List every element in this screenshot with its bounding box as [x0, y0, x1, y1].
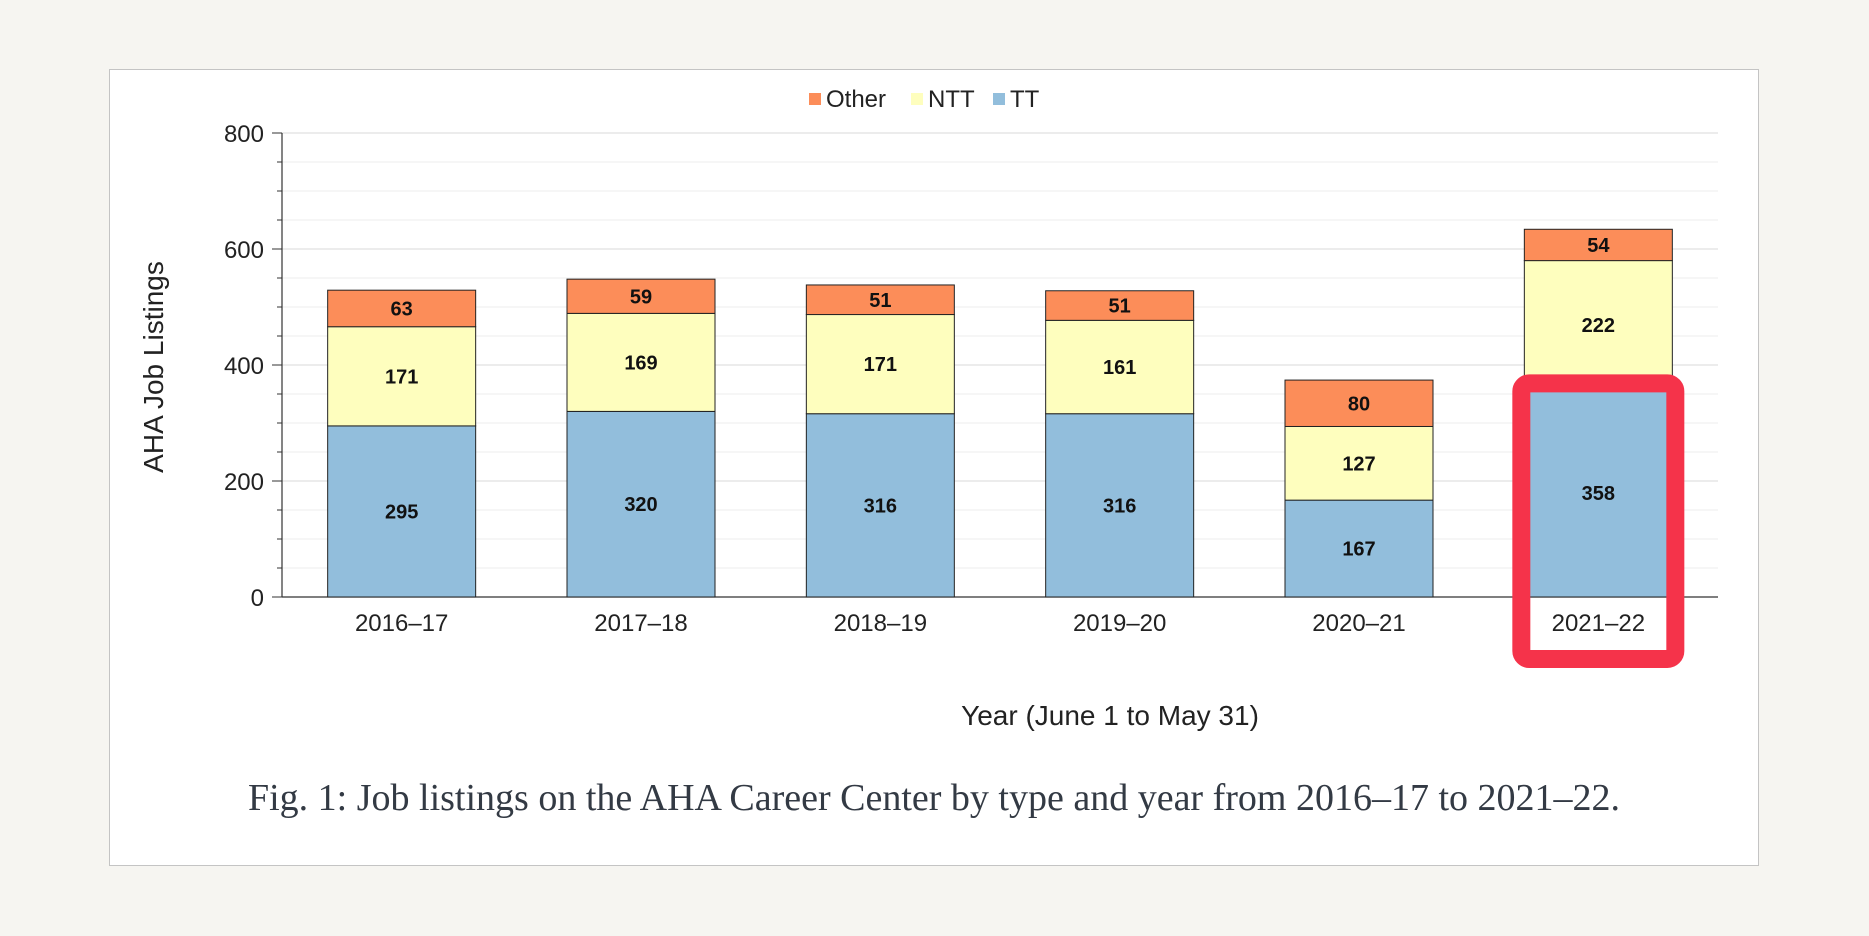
bar-segment-ntt: [1045, 319, 1195, 415]
data-label: 161: [1103, 357, 1136, 379]
x-tick-label: 2018–19: [834, 610, 927, 637]
x-tick-label: 2016–17: [355, 610, 448, 637]
legend-swatch-other: [809, 93, 821, 105]
data-label: 127: [1342, 453, 1375, 475]
data-label: 316: [1103, 495, 1136, 517]
y-tick-label: 0: [251, 585, 264, 612]
bar-segment-other: [327, 289, 477, 328]
data-label: 169: [624, 352, 657, 374]
stacked-bar-chart: 0 200 400 600 800 295 171 63 2016–17 320 169 59 2017…: [138, 86, 1718, 731]
data-label: 316: [864, 495, 897, 517]
data-label: 222: [1582, 315, 1615, 337]
legend-label: Other: [826, 86, 886, 113]
bar-segment-other: [1045, 290, 1195, 321]
data-label: 171: [385, 366, 418, 388]
data-label: 59: [630, 286, 652, 308]
legend-label: NTT: [928, 86, 975, 113]
bar-segment-ntt: [327, 326, 477, 427]
bar-segment-tt: [1523, 388, 1673, 598]
data-label: 54: [1587, 235, 1610, 257]
legend-swatch-ntt: [911, 93, 923, 105]
y-tick-label: 600: [224, 237, 264, 264]
data-label: 63: [391, 298, 413, 320]
data-label: 51: [869, 290, 891, 312]
bar-segment-other: [1284, 379, 1434, 427]
data-label: 80: [1348, 393, 1370, 415]
bar-segment-tt: [1045, 413, 1195, 598]
x-tick-label: 2021–22: [1552, 610, 1645, 637]
highlight-box: [1512, 374, 1685, 668]
data-label: 358: [1582, 483, 1615, 505]
data-label: 295: [385, 501, 418, 523]
x-tick-label: 2017–18: [594, 610, 687, 637]
figure: 0 200 400 600 800 295 171 63 2016–17 320 169 59 2017…: [109, 69, 1759, 866]
x-axis-title: Year (June 1 to May 31): [961, 700, 1259, 731]
bar-segment-ntt: [1284, 425, 1434, 501]
bar-segment-other: [1523, 228, 1673, 262]
bar-segment-tt: [1284, 499, 1434, 598]
bar-segment-tt: [566, 410, 716, 598]
y-tick-label: 800: [224, 121, 264, 148]
y-tick-label: 400: [224, 353, 264, 380]
bar-segment-tt: [805, 413, 955, 598]
legend-label: TT: [1010, 86, 1040, 113]
data-label: 167: [1342, 539, 1375, 561]
figure-caption: Fig. 1: Job listings on the AHA Career C…: [247, 777, 1621, 819]
bar-segment-other: [566, 278, 716, 314]
data-label: 320: [624, 494, 657, 516]
data-label: 171: [864, 354, 897, 376]
y-tick-label: 200: [224, 469, 264, 496]
data-label: 51: [1109, 296, 1131, 318]
bar-segment-ntt: [566, 312, 716, 412]
x-tick-label: 2019–20: [1073, 610, 1166, 637]
legend-swatch-tt: [993, 93, 1005, 105]
bar-segment-other: [805, 284, 955, 316]
x-tick-label: 2020–21: [1312, 610, 1405, 637]
y-axis-title: AHA Job Listings: [138, 261, 169, 473]
bar-segment-tt: [327, 425, 477, 598]
